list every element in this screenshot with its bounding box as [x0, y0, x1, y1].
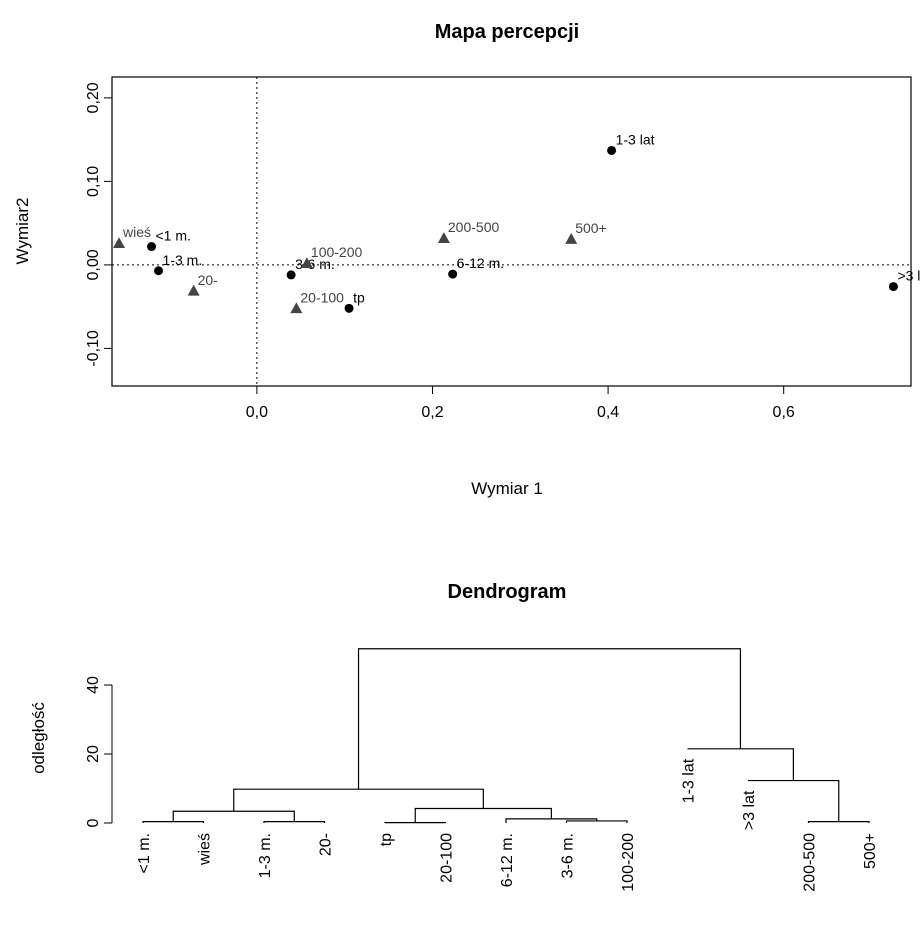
x-axis-ticks: 0,0 0,2 0,4 0,6: [246, 386, 795, 421]
dendrogram-leaf-label: 3-6 m.: [560, 833, 577, 878]
dendrogram-leaf-label: 200-500: [802, 833, 819, 892]
dendrogram-y-tick-label: 0: [85, 818, 102, 827]
perception-map-chart: Mapa percepcji 0,0 0,2 0,4 0,6 -0,10 0,00 0,1…: [13, 21, 920, 498]
scatter-point-triangle: [300, 257, 313, 269]
scatter-point-label: 1-3 m.: [163, 252, 203, 268]
dendrogram-leaf-labels: <1 m. wieś 1-3 m. 20- tp 20-100 6-12 m. 3-6 m. 1…: [136, 758, 879, 891]
scatter-point-circle: [344, 303, 354, 313]
dendrogram-leaf-label: 20-: [318, 833, 335, 856]
dendrogram-leaf-label: <1 m.: [136, 833, 153, 873]
scatter-point-label: 200-500: [448, 219, 500, 235]
dendrogram-leaf-label: >3 lat: [741, 790, 758, 830]
scatter-point-triangle: [437, 232, 450, 243]
x-tick-label: 0,0: [246, 404, 268, 421]
y-tick-label: 0,00: [85, 249, 102, 280]
scatter-point-label: <1 m.: [156, 228, 191, 244]
scatter-point-circle: [154, 266, 164, 276]
dendrogram-y-axis: 0 20 40: [85, 676, 113, 827]
scatter-point-label: 500+: [575, 220, 607, 236]
scatter-point-triangle: [290, 302, 303, 314]
scatter-point-triangle: [187, 284, 200, 296]
dendrogram-title: Dendrogram: [448, 581, 567, 603]
dendrogram-link: [357, 648, 742, 790]
scatter-point-triangle: [565, 233, 578, 244]
dendrogram-leaf-label: 1-3 m.: [257, 833, 274, 878]
scatter-point-label: 20-100: [300, 289, 344, 305]
x-axis-label: Wymiar 1: [471, 479, 543, 498]
perception-map-plot-frame: [111, 76, 912, 387]
x-tick-label: 0,2: [421, 404, 443, 421]
dendrogram-leaf-label: wieś: [197, 833, 214, 866]
dendrogram-leaf-label: 6-12 m.: [499, 833, 516, 887]
dendrogram-link: [807, 821, 870, 823]
scatter-point-label: 100-200: [311, 244, 363, 260]
scatter-point-circle: [286, 270, 296, 280]
scatter-point-label: tp: [353, 289, 365, 305]
dendrogram-leaf-label: 500+: [862, 833, 879, 869]
y-axis-label: Wymiar2: [13, 198, 32, 265]
dendrogram-link: [142, 821, 205, 823]
dendrogram-link: [565, 820, 628, 823]
scatter-point-circle: [147, 242, 157, 252]
scatter-point-label: wieś: [122, 224, 151, 240]
scatter-point-label: 1-3 lat: [616, 131, 655, 147]
dendrogram-link: [414, 807, 552, 823]
scatter-point-label: 6-12 m.: [457, 255, 504, 271]
y-tick-label: 0,10: [85, 166, 102, 197]
dendrogram-leaf-label: 1-3 lat: [681, 758, 698, 803]
scatter-point-circle: [888, 282, 898, 292]
dendrogram-leaf-label: 100-200: [620, 833, 637, 892]
dendrogram-leaf-label: 20-100: [439, 833, 456, 883]
dendrogram-link: [687, 748, 794, 781]
scatter-point-circle: [448, 269, 458, 279]
scatter-point-triangle: [113, 237, 126, 248]
scatter-point-circle: [607, 145, 617, 155]
dendrogram-links: [142, 648, 870, 824]
dendrogram-link: [172, 810, 295, 822]
y-axis-ticks: -0,10 0,00 0,10 0,20: [85, 82, 112, 367]
perception-map-title: Mapa percepcji: [435, 21, 580, 43]
y-tick-label: -0,10: [85, 330, 102, 367]
x-tick-label: 0,6: [773, 404, 795, 421]
y-tick-label: 0,20: [85, 82, 102, 113]
dendrogram-y-axis-label: odległość: [29, 702, 48, 774]
dendrogram-link: [748, 779, 840, 822]
x-tick-label: 0,4: [597, 404, 619, 421]
scatter-point-label: >3 lat: [897, 268, 920, 284]
reference-lines: [112, 77, 911, 386]
scatter-points: <1 m.1-3 m.3-6 m.tp6-12 m.1-3 lat>3 latw…: [113, 131, 920, 314]
dendrogram-y-tick-label: 40: [85, 676, 102, 694]
dendrogram-y-tick-label: 20: [85, 745, 102, 763]
dendrogram-leaf-label: tp: [378, 833, 395, 846]
dendrogram-chart: Dendrogram 0 20 40 odległość <1 m. wieś 1-3 …: [29, 581, 879, 892]
dendrogram-link: [263, 821, 326, 823]
scatter-point-label: 20-: [198, 272, 219, 288]
